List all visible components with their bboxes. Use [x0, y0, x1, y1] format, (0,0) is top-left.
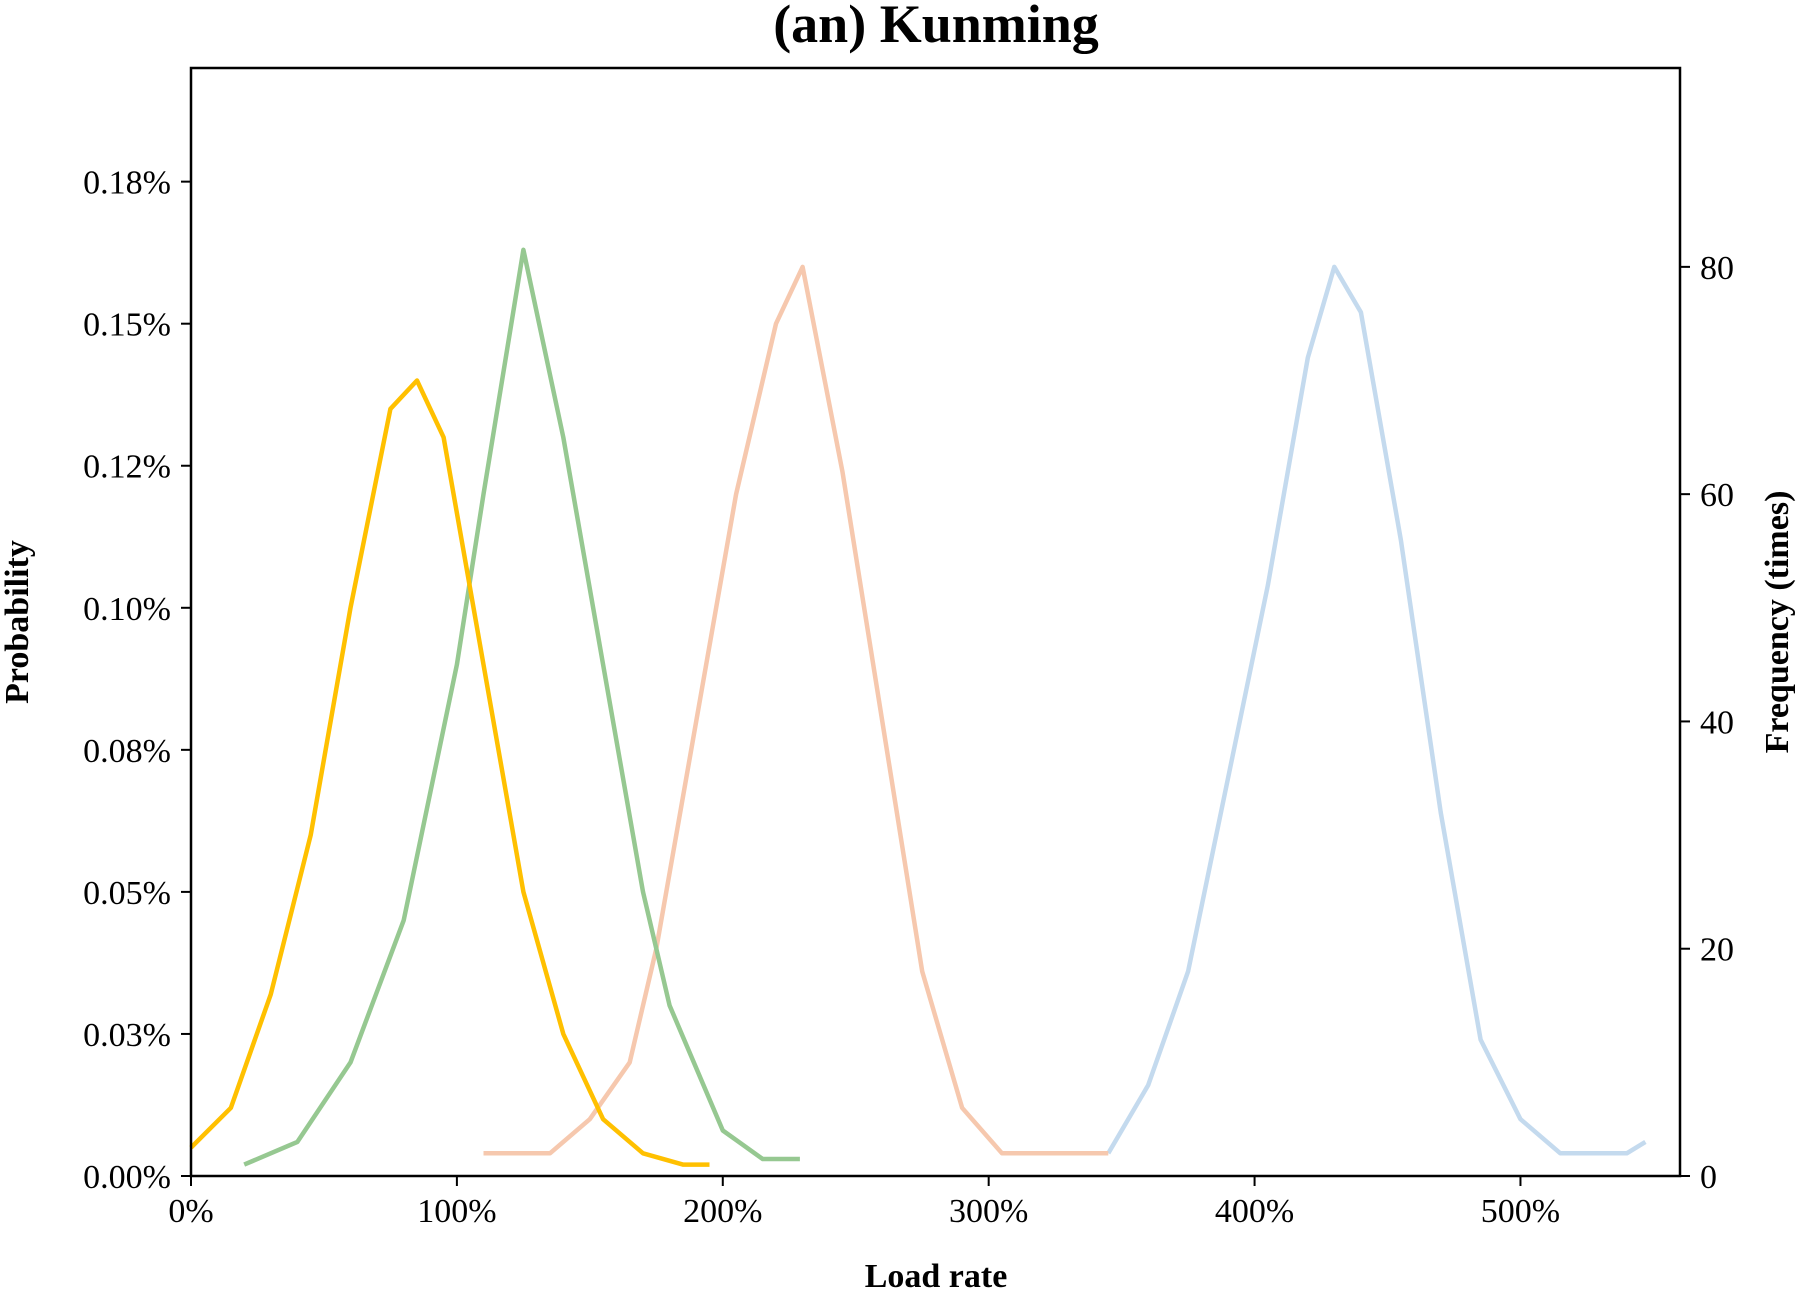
right-y-tick-label: 40 [1700, 704, 1734, 741]
plot-frame [189, 66, 1682, 1178]
left-y-axis: 0.00% 0.03% 0.05% 0.08% 0.10% 0.12% 0.15% 0.18% [83, 165, 191, 1196]
left-y-tick-label: 0.12% [83, 449, 171, 486]
series-layer [189, 247, 1647, 1167]
left-y-axis-title: Probability [0, 540, 36, 704]
left-y-tick-label: 0.00% [83, 1159, 171, 1196]
series-line-3 [243, 247, 800, 1167]
right-y-tick-label: 0 [1700, 1159, 1717, 1196]
left-y-tick-label: 0.18% [83, 165, 171, 202]
right-y-tick-label: 60 [1700, 477, 1734, 514]
right-y-tick-label: 20 [1700, 932, 1734, 969]
right-y-axis: 0 20 40 60 80 [1680, 250, 1734, 1196]
x-tick-label: 300% [949, 1193, 1028, 1230]
chart-title: (an) Kunming [773, 0, 1099, 54]
series-line-4 [189, 378, 710, 1167]
left-y-tick-label: 0.10% [83, 591, 171, 628]
right-y-axis-title: Frequency (times) [1759, 491, 1796, 754]
x-tick-label: 0% [168, 1193, 213, 1230]
x-tick-label: 100% [417, 1193, 496, 1230]
left-y-tick-label: 0.08% [83, 733, 171, 770]
x-axis-title: Load rate [865, 1258, 1008, 1295]
x-axis: 0% 100% 200% 300% 400% 500% [168, 1176, 1560, 1230]
right-y-tick-label: 80 [1700, 250, 1734, 287]
x-tick-label: 200% [683, 1193, 762, 1230]
x-tick-label: 500% [1481, 1193, 1560, 1230]
left-y-tick-label: 0.03% [83, 1017, 171, 1054]
series-line-2 [483, 264, 1109, 1156]
left-y-tick-label: 0.15% [83, 307, 171, 344]
left-y-tick-label: 0.05% [83, 875, 171, 912]
x-tick-label: 400% [1215, 1193, 1294, 1230]
series-line-1 [1106, 264, 1647, 1156]
